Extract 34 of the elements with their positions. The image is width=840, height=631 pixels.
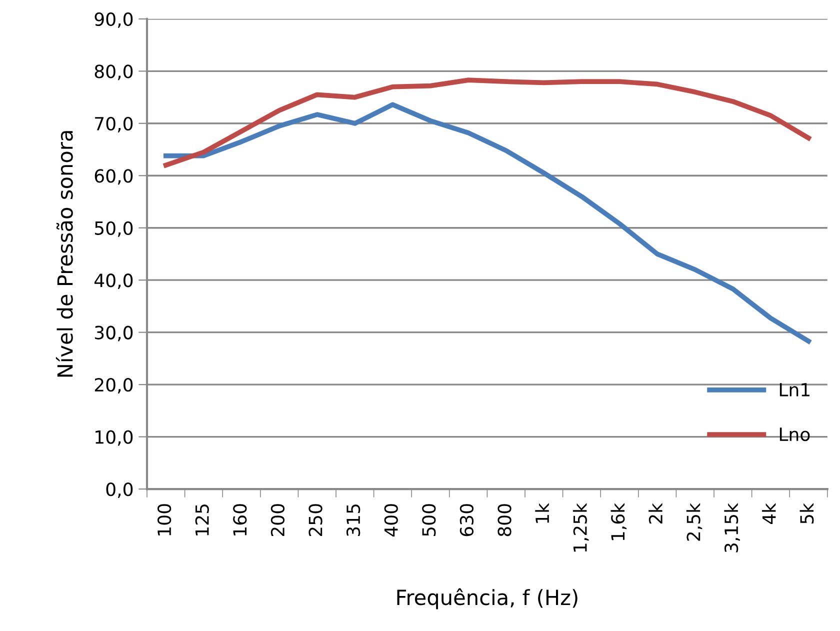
y-tick-label: 70,0 xyxy=(95,116,133,132)
x-axis-title: Frequência, f (Hz) xyxy=(397,588,578,610)
line-series xyxy=(163,102,811,344)
y-axis-title: Nível de Pressão sonora xyxy=(56,131,73,377)
x-tick-label: 125 xyxy=(195,504,209,536)
x-tick-label: 250 xyxy=(308,504,322,536)
y-tick-label: 30,0 xyxy=(94,326,133,342)
x-tick-label: 400 xyxy=(384,504,398,536)
x-tick-label: 500 xyxy=(422,504,436,536)
x-tick-label: 4k xyxy=(762,502,776,524)
x-tick-label: 1,6k xyxy=(610,502,627,540)
x-tick-label: 160 xyxy=(233,504,247,536)
y-tick-label: 60,0 xyxy=(94,169,133,185)
x-tick-label: 100 xyxy=(157,504,172,536)
x-tick-label: 5k xyxy=(800,502,814,524)
y-tick-label: 10,0 xyxy=(96,430,133,446)
x-tick-label: 1k xyxy=(535,502,549,523)
line-series xyxy=(163,78,811,168)
x-tick-label: 315 xyxy=(346,504,360,536)
x-tick-label: 630 xyxy=(460,504,474,536)
x-tick-label: 2,5k xyxy=(686,502,702,541)
y-tick-label: 90,0 xyxy=(94,12,133,28)
x-tick-label: 3,15k xyxy=(724,502,740,552)
x-tick-label: 800 xyxy=(498,504,512,536)
x-tick-label: 200 xyxy=(270,504,285,536)
y-tick-label: 80,0 xyxy=(94,64,133,80)
y-tick-label: 20,0 xyxy=(94,378,133,394)
y-tick-label: 50,0 xyxy=(94,221,133,237)
legend-label: Ln1 xyxy=(780,383,810,396)
x-tick-label: 2k xyxy=(648,502,662,524)
y-tick-label: 0,0 xyxy=(106,482,133,498)
x-tick-label: 1,25k xyxy=(572,502,589,552)
y-tick-label: 40,0 xyxy=(94,274,133,290)
legend-label: Lno xyxy=(780,428,810,442)
